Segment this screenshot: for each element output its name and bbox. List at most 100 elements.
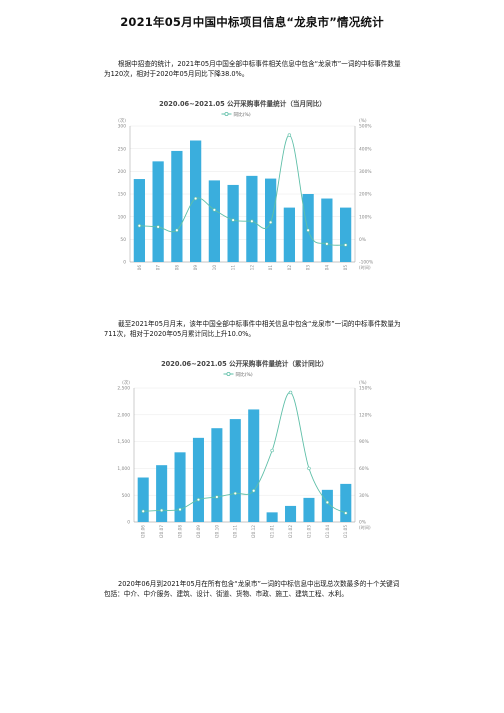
x-tick-label: 2020.11 [233, 525, 238, 538]
yoy-point [288, 390, 293, 395]
right-tick-label: 0% [359, 520, 366, 526]
monthly-yoy-chart-svg: 2020.06~2021.05 公开采购事件量统计（当月同比） 同比(%) (次) (… [118, 99, 374, 270]
bar [321, 198, 333, 262]
left-tick-label: 2,000 [117, 412, 130, 418]
bar [192, 437, 204, 522]
yoy-point [287, 133, 292, 137]
yoy-point [270, 448, 274, 453]
yoy-point [175, 228, 179, 232]
yoy-line [139, 134, 346, 246]
x-axis-unit: (时间) [359, 524, 371, 531]
x-tick-label: 2020.10 [214, 525, 219, 538]
yoy-point [193, 196, 198, 201]
bar [152, 161, 164, 262]
left-tick-label: 100 [118, 214, 127, 220]
right-tick-label: 150% [359, 386, 372, 392]
left-tick-label: 1,000 [117, 466, 130, 472]
yoy-point [268, 220, 273, 225]
chart-title: 2020.06~2021.05 公开采购事件量统计（累计同比） [161, 359, 328, 368]
right-tick-label: 300% [359, 169, 372, 175]
left-tick-label: 0 [123, 260, 126, 266]
paragraph-cumulative-summary: 截至2021年05月月末，该年中国全部中标事件中相关信息中包含“龙泉市”一词的中… [104, 320, 401, 338]
right-tick-label: 400% [359, 146, 372, 152]
chart-title: 2020.06~2021.05 公开采购事件量统计（当月同比） [159, 99, 326, 108]
bar [285, 505, 297, 522]
yoy-point [159, 508, 164, 513]
x-tick-label: 2021.05 [343, 265, 348, 270]
yoy-point [212, 208, 217, 212]
bar [246, 175, 258, 262]
x-tick-label: 2021.02 [287, 265, 292, 270]
yoy-point [156, 225, 160, 229]
left-tick-label: 500 [122, 493, 131, 499]
right-axis-unit: (%) [359, 118, 367, 124]
x-tick-label: 2020.07 [159, 525, 164, 538]
left-tick-label: 0 [127, 520, 130, 526]
bar [229, 419, 241, 522]
yoy-point [252, 489, 256, 493]
document-title: 2021年05月中国中标项目信息“龙泉市”情况统计 [120, 15, 384, 29]
yoy-point [344, 511, 348, 515]
legend-label: 同比(%) [234, 111, 251, 118]
yoy-point [141, 509, 145, 513]
bar [190, 140, 202, 262]
left-tick-label: 1,500 [117, 439, 130, 445]
right-tick-label: 60% [359, 466, 369, 472]
x-tick-label: 2020.06 [141, 525, 146, 538]
left-tick-label: 2,500 [117, 386, 130, 392]
chart-monthly-yoy: 2020.06~2021.05 公开采购事件量统计（当月同比） 同比(%) (次) (… [112, 98, 394, 270]
left-tick-label: 150 [118, 192, 127, 198]
x-tick-label: 2020.09 [196, 525, 201, 538]
paragraph-monthly-summary: 根据中招查的统计，2021年05月中国全部中标事件相关信息中包含“龙泉市”一词的… [104, 60, 401, 78]
yoy-point [233, 491, 237, 496]
bar [171, 150, 183, 262]
x-tick-label: 2021.05 [343, 525, 348, 538]
chart-cumulative-yoy: 2020.06~2021.05 公开采购事件量统计（累计同比） 同比(%) (次) (… [112, 358, 394, 538]
x-tick-label: 2020.08 [177, 525, 182, 538]
yoy-point [250, 219, 254, 223]
bar [340, 483, 352, 522]
x-tick-label: 2020.12 [249, 265, 254, 270]
paragraph-top-keywords: 2020年06月到2021年05月在所有包含“龙泉市”一词的中标信息中出现总次数… [104, 580, 400, 598]
bar [133, 179, 145, 262]
bar [302, 194, 314, 262]
bar [340, 207, 352, 262]
x-tick-label: 2020.07 [156, 265, 161, 270]
bar [227, 184, 239, 262]
right-tick-label: 30% [359, 493, 369, 499]
cumulative-yoy-chart-svg: 2020.06~2021.05 公开采购事件量统计（累计同比） 同比(%) (次) (… [117, 359, 372, 538]
right-tick-label: 0% [359, 237, 366, 243]
right-tick-label: 200% [359, 192, 372, 198]
yoy-point [137, 224, 142, 228]
bar [248, 409, 260, 522]
x-tick-label: 2021.04 [324, 265, 329, 270]
yoy-point [178, 507, 182, 512]
x-axis-unit: (时间) [359, 264, 371, 270]
yoy-point [343, 243, 348, 247]
right-tick-label: 90% [359, 439, 369, 445]
yoy-point [325, 500, 330, 505]
bar [303, 497, 315, 522]
right-tick-label: -100% [359, 260, 373, 266]
bar [137, 477, 149, 522]
yoy-point [307, 466, 311, 471]
bar [266, 512, 278, 522]
yoy-point [325, 242, 329, 246]
legend-marker-swatch [224, 111, 229, 116]
x-tick-label: 2020.10 [212, 265, 217, 270]
bar [283, 207, 295, 262]
x-tick-label: 2021.01 [270, 525, 275, 538]
yoy-point [231, 218, 235, 222]
x-tick-label: 2021.04 [325, 525, 330, 538]
x-tick-label: 2020.11 [231, 265, 236, 270]
right-tick-label: 120% [359, 412, 372, 418]
x-tick-label: 2020.08 [174, 265, 179, 270]
bar [211, 428, 223, 522]
bar [156, 465, 168, 522]
left-axis-unit: (次) [122, 379, 130, 386]
x-tick-label: 2020.09 [193, 265, 198, 270]
x-tick-label: 2021.02 [288, 525, 293, 538]
x-tick-label: 2021.03 [306, 525, 311, 538]
bar [321, 489, 333, 522]
left-tick-label: 300 [118, 124, 127, 130]
